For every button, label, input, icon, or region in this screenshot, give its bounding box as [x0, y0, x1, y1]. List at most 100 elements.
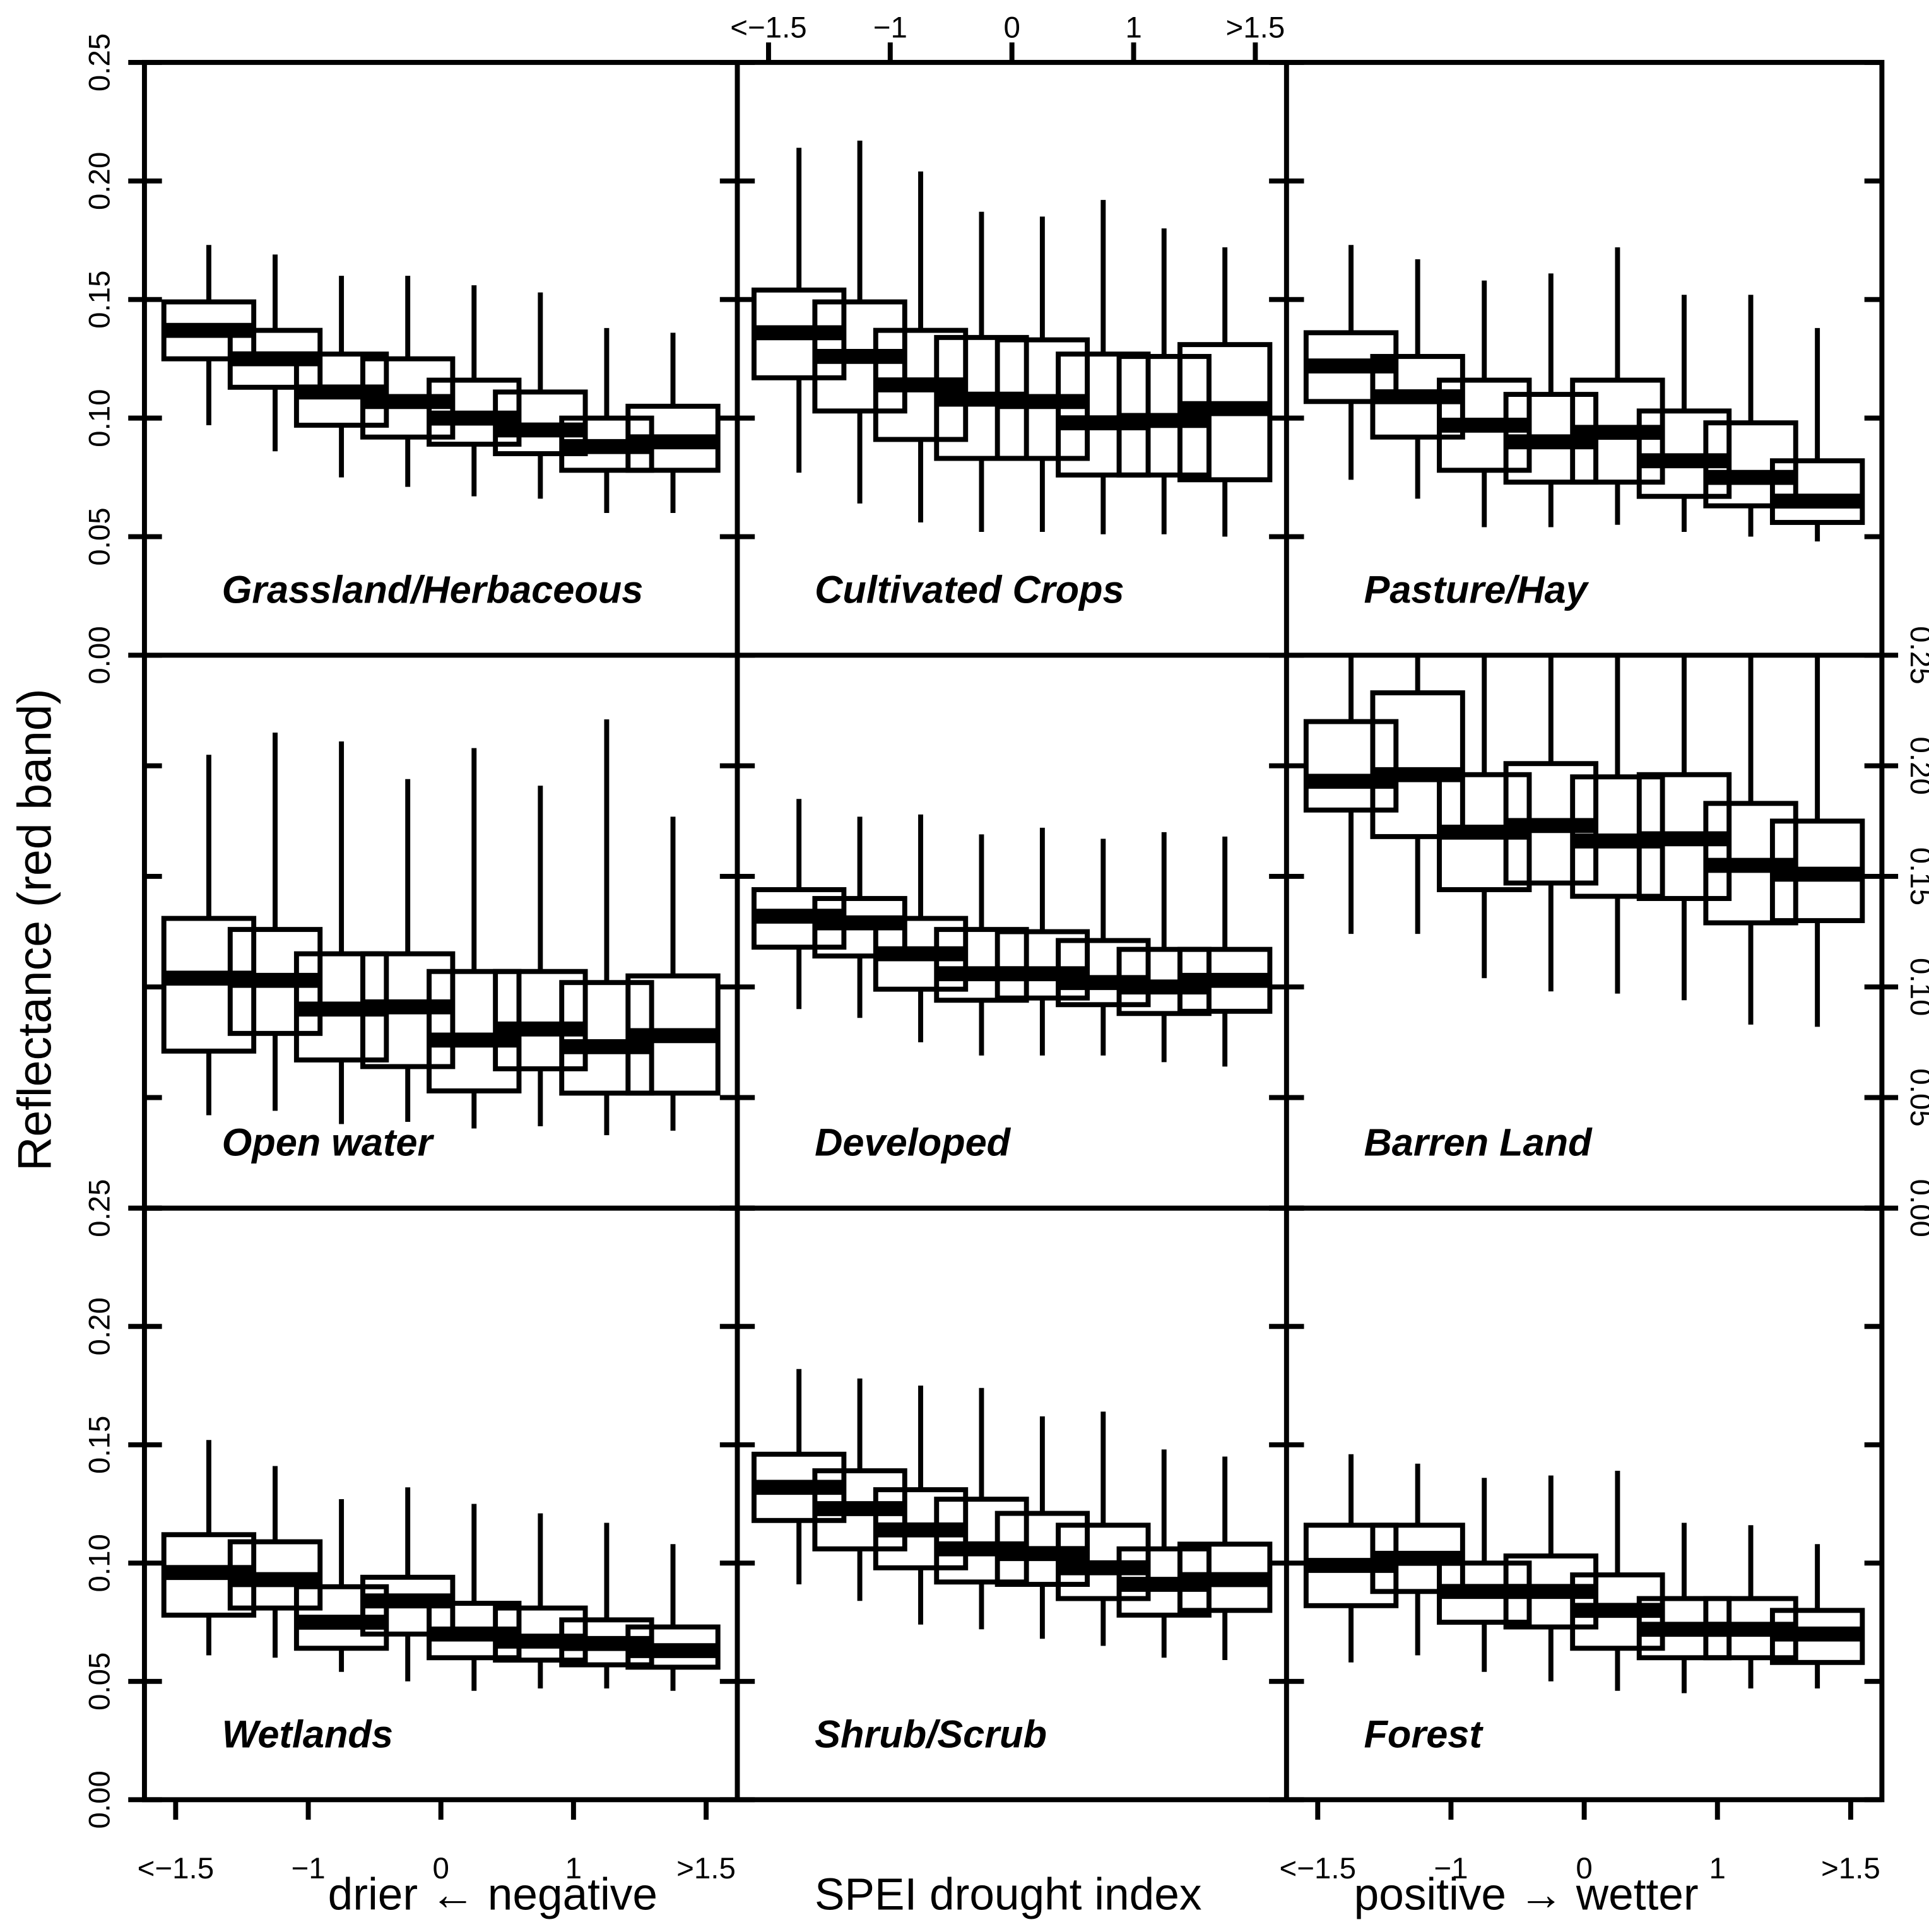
iqr-box	[1370, 690, 1465, 839]
box-3	[293, 1499, 389, 1672]
panel-pasture-hay: Pasture/Hay	[1303, 245, 1865, 611]
y-tick-label: 0.20	[1904, 737, 1929, 795]
panels-layer: Grassland/Herbaceous Cultivated Crops Past…	[161, 140, 1865, 1755]
box-6	[1056, 1411, 1151, 1646]
box-7	[559, 327, 654, 513]
panel-title: Barren Land	[1364, 1121, 1593, 1164]
box-5	[994, 1416, 1090, 1639]
box-6	[493, 292, 588, 499]
box-4	[934, 1387, 1029, 1630]
x-axis-title-right: positive → wetter	[1354, 1870, 1699, 1919]
y-tick-label: 0.10	[83, 389, 117, 447]
iqr-box	[934, 1497, 1029, 1585]
box-8	[1177, 247, 1273, 537]
box-3	[1437, 655, 1532, 979]
x-tick-label: >1.5	[1821, 1852, 1880, 1885]
x-tick-label: 0	[1576, 1852, 1592, 1885]
box-4	[1503, 273, 1598, 527]
panel-forest: Forest	[1303, 1454, 1865, 1755]
box-2	[227, 254, 323, 452]
x-tick-label: <−1.5	[138, 1852, 214, 1885]
panel-cultivated-crops: Cultivated Crops	[751, 140, 1273, 611]
box-8	[1769, 1544, 1865, 1689]
x-tick-label: −1	[873, 11, 907, 44]
y-tick-label: 0.15	[1904, 847, 1929, 905]
panel-grassland-herbaceous: Grassland/Herbaceous	[161, 245, 721, 611]
box-2	[812, 1378, 907, 1601]
box-5	[1570, 1471, 1665, 1691]
box-3	[873, 814, 969, 1042]
box-4	[934, 211, 1029, 533]
iqr-box	[493, 969, 588, 1071]
box-6	[1056, 199, 1151, 534]
box-4	[1503, 655, 1598, 992]
y-tick-label: 0.05	[83, 507, 117, 565]
box-2	[812, 140, 907, 504]
box-1	[751, 799, 847, 1010]
box-5	[994, 216, 1090, 533]
box-7	[1116, 1449, 1212, 1658]
y-tick-label: 0.20	[83, 152, 117, 210]
box-3	[1437, 280, 1532, 527]
y-tick-label: 0.00	[1904, 1179, 1929, 1237]
box-1	[1303, 245, 1399, 480]
iqr-box	[1703, 420, 1798, 509]
box-2	[812, 816, 907, 1018]
y-tick-label: 0.05	[1904, 1068, 1929, 1126]
panel-open-water: Open water	[161, 719, 721, 1164]
box-8	[1177, 1456, 1273, 1661]
iqr-box	[1769, 458, 1865, 525]
box-7	[559, 719, 654, 1136]
x-axis-title-center: SPEI drought index	[815, 1870, 1201, 1919]
panel-title: Open water	[222, 1121, 435, 1164]
box-3	[293, 276, 389, 478]
panel-title: Grassland/Herbaceous	[222, 567, 644, 611]
box-4	[1503, 1475, 1598, 1682]
x-tick-label: >1.5	[676, 1852, 736, 1885]
box-6	[1636, 655, 1732, 1001]
box-7	[1116, 228, 1212, 534]
box-8	[1769, 327, 1865, 542]
box-2	[227, 1466, 323, 1658]
panel-title: Forest	[1364, 1712, 1484, 1755]
x-tick-label: 0	[1003, 11, 1020, 44]
iqr-box	[994, 929, 1090, 1001]
box-8	[1177, 836, 1273, 1067]
panel-shrub-scrub: Shrub/Scrub	[751, 1369, 1273, 1755]
panel-developed: Developed	[751, 799, 1273, 1164]
box-1	[1303, 655, 1399, 934]
y-tick-label: 0.25	[83, 1179, 117, 1237]
x-tick-label: −1	[1434, 1852, 1468, 1885]
x-tick-label: 1	[1709, 1852, 1726, 1885]
box-5	[1570, 247, 1665, 525]
box-5	[427, 285, 522, 497]
box-3	[873, 171, 969, 523]
panel-title: Shrub/Scrub	[815, 1712, 1047, 1755]
box-3	[873, 1386, 969, 1625]
y-tick-label: 0.15	[83, 1416, 117, 1474]
iqr-box	[1303, 719, 1399, 813]
y-tick-label: 0.05	[83, 1652, 117, 1711]
box-6	[493, 786, 588, 1127]
panel-barren-land: Barren Land	[1303, 655, 1865, 1164]
box-1	[751, 1369, 847, 1585]
y-tick-label: 0.25	[1904, 626, 1929, 684]
panel-wetlands: Wetlands	[161, 1440, 721, 1755]
box-2	[227, 733, 323, 1111]
iqr-box	[934, 927, 1029, 1003]
box-1	[161, 245, 257, 425]
box-8	[1769, 655, 1865, 1027]
x-tick-label: −1	[291, 1852, 325, 1885]
box-2	[1370, 259, 1465, 499]
box-6	[1636, 295, 1732, 533]
y-tick-label: 0.00	[83, 1770, 117, 1829]
box-4	[360, 779, 456, 1122]
box-8	[625, 816, 721, 1131]
box-5	[427, 748, 522, 1129]
panel-title: Cultivated Crops	[815, 567, 1124, 611]
box-7	[1703, 295, 1798, 537]
x-tick-label: 1	[1125, 11, 1141, 44]
box-3	[1437, 1478, 1532, 1672]
panel-title: Developed	[815, 1121, 1012, 1164]
